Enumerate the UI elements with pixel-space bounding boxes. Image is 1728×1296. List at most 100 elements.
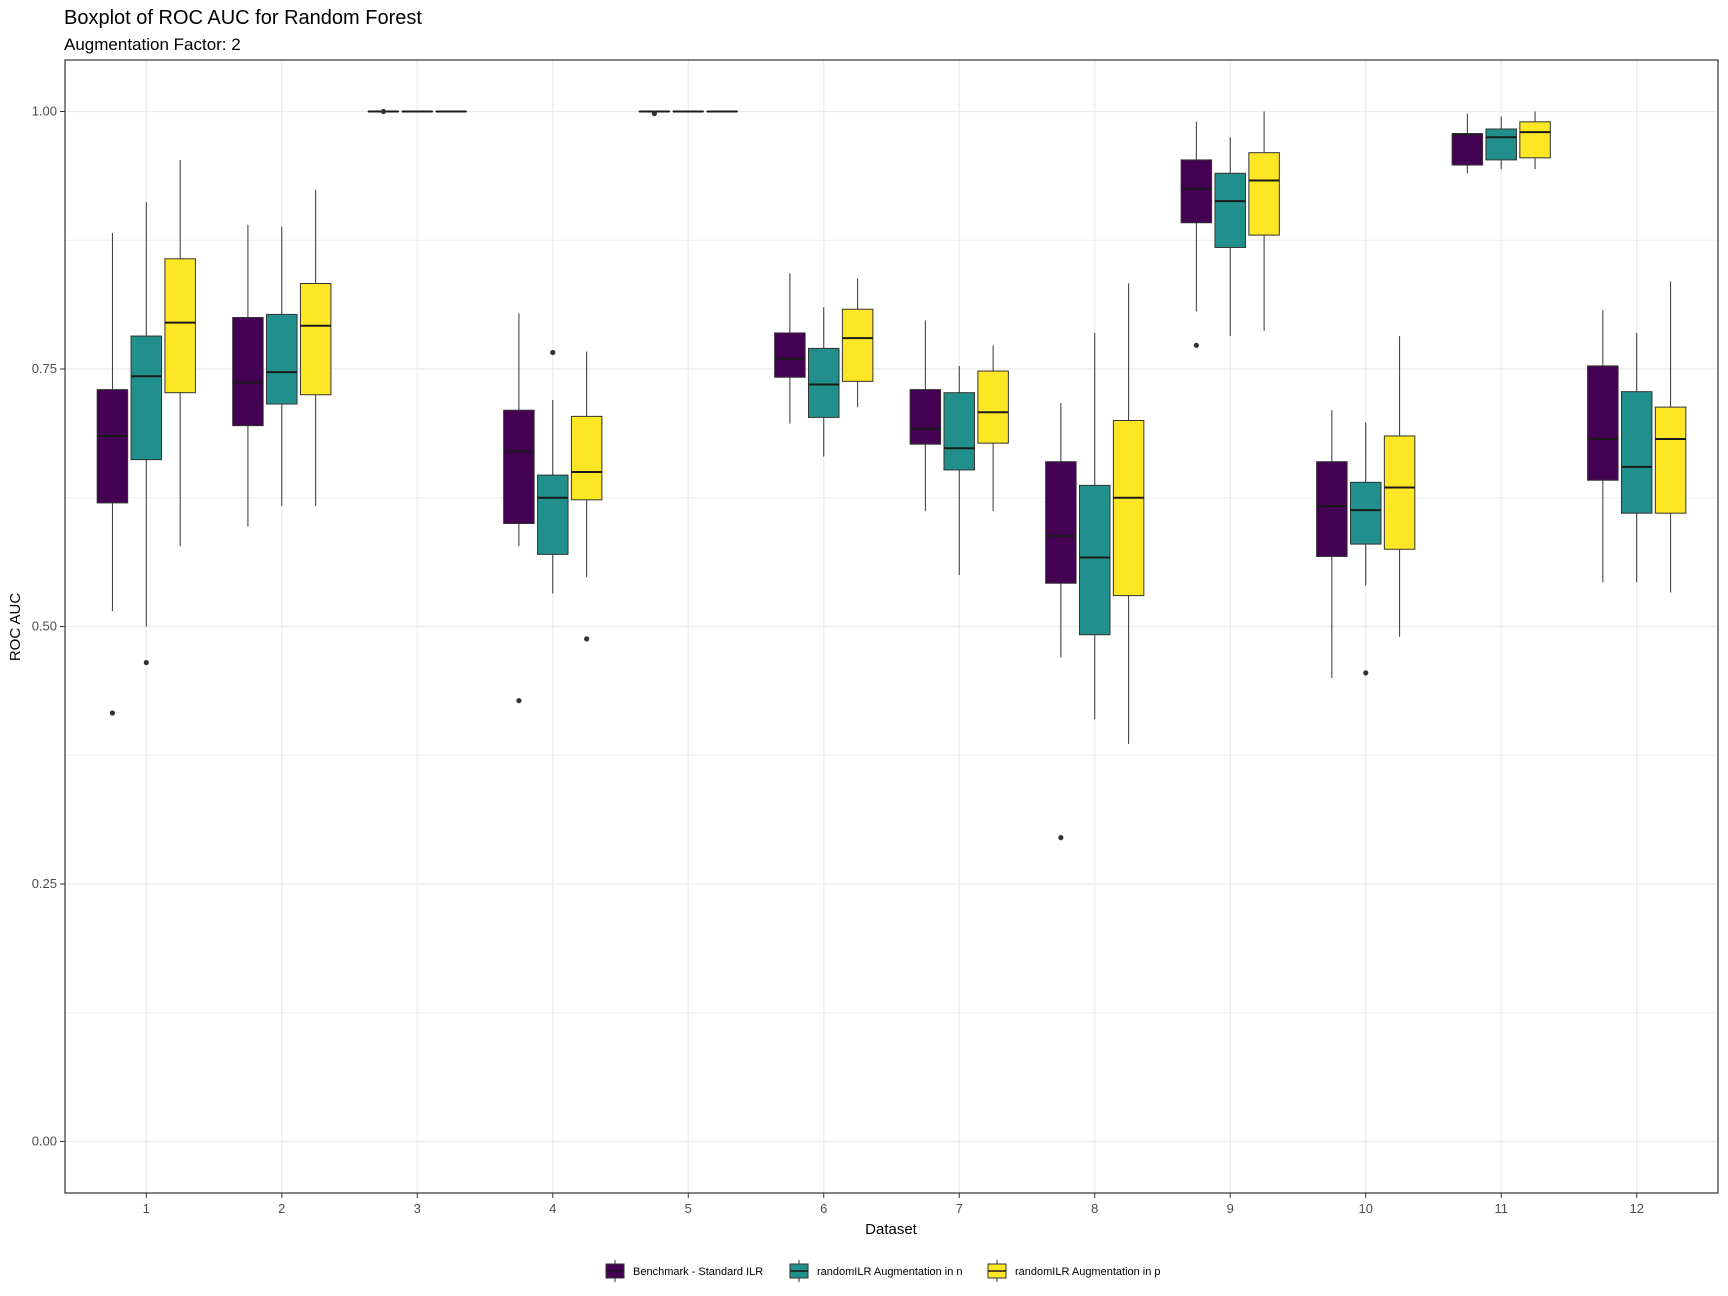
outlier-point — [550, 349, 556, 356]
boxplot-box — [96, 233, 129, 716]
box-iqr — [1620, 391, 1653, 514]
box-iqr — [1451, 133, 1484, 166]
boxplot-box — [1180, 121, 1213, 348]
boxplot-box — [1587, 310, 1619, 583]
outlier-point — [143, 659, 149, 666]
boxplot-box — [1383, 336, 1416, 637]
x-tick-label: 11 — [1494, 1201, 1508, 1216]
box-iqr — [232, 317, 264, 427]
legend-item: randomILR Augmentation in n — [789, 1260, 963, 1282]
boxplot-box — [774, 273, 806, 424]
x-tick-label: 5 — [685, 1201, 692, 1216]
boxplot-box — [367, 108, 400, 115]
box-iqr — [1078, 484, 1111, 636]
boxplot-box — [1654, 281, 1687, 593]
y-tick-label: 0.75 — [32, 361, 57, 376]
y-tick-label: 0.25 — [32, 876, 57, 891]
x-tick-label: 3 — [414, 1201, 421, 1216]
box-iqr — [299, 283, 332, 396]
boxplot-box — [943, 365, 975, 575]
box-iqr — [1180, 159, 1213, 224]
box-iqr — [1587, 365, 1619, 481]
boxplot-box — [503, 313, 535, 704]
x-tick-label: 2 — [278, 1201, 285, 1216]
box-iqr — [1519, 121, 1551, 159]
boxplot-box — [1316, 410, 1348, 678]
box-iqr — [977, 370, 1009, 444]
x-tick-label: 7 — [956, 1201, 963, 1216]
box-iqr — [570, 415, 603, 501]
chart-subtitle: Augmentation Factor: 2 — [64, 35, 241, 54]
x-tick-label: 8 — [1091, 1201, 1098, 1216]
boxplot-box — [1620, 332, 1653, 583]
boxplot-box — [909, 320, 942, 512]
outlier-point — [516, 698, 522, 704]
box-iqr — [1316, 461, 1348, 557]
boxplot-box — [164, 159, 196, 547]
box-iqr — [774, 332, 806, 378]
x-tick-label: 9 — [1227, 1201, 1234, 1216]
boxplot-box — [638, 110, 671, 117]
boxplot-box — [1112, 283, 1145, 744]
boxplot-box — [808, 307, 840, 457]
boxplot-box — [1214, 137, 1246, 337]
box-iqr — [1248, 152, 1280, 236]
plot-area: 0.000.250.500.751.001 2 3 4 5 6 7 8 9 10 11 12 — [32, 59, 1719, 1216]
box-iqr — [1349, 481, 1382, 545]
outlier-point — [380, 108, 387, 115]
x-tick-label: 10 — [1358, 1201, 1372, 1216]
boxplot-box — [130, 202, 163, 666]
box-iqr — [808, 347, 840, 418]
box-iqr — [537, 474, 569, 555]
box-iqr — [1112, 420, 1145, 597]
boxplot-box — [232, 224, 264, 527]
x-tick-label: 12 — [1629, 1201, 1643, 1216]
boxplot-box — [1248, 111, 1280, 331]
boxplot-box — [537, 349, 569, 594]
outlier-point — [109, 710, 116, 716]
y-tick-label: 0.50 — [32, 619, 57, 634]
boxplot-box — [1349, 422, 1382, 676]
x-tick-label: 1 — [143, 1201, 150, 1216]
outlier-point — [651, 110, 657, 117]
y-tick-label: 1.00 — [32, 104, 57, 119]
boxplot-box — [841, 278, 874, 408]
boxplot-box — [1045, 402, 1077, 841]
legend-item: Benchmark - Standard ILR — [605, 1260, 763, 1282]
box-iqr — [503, 409, 535, 525]
outlier-point — [1193, 342, 1199, 348]
box-iqr — [1383, 435, 1416, 550]
box-iqr — [841, 308, 874, 382]
legend: Benchmark - Standard ILR randomILR Augmen… — [605, 1260, 1161, 1282]
x-tick-label: 6 — [820, 1201, 827, 1216]
box-iqr — [1654, 406, 1687, 514]
box-iqr — [130, 335, 163, 461]
box-iqr — [1214, 172, 1246, 248]
outlier-point — [1363, 670, 1369, 676]
y-axis-title: ROC AUC — [7, 593, 24, 662]
box-iqr — [1485, 128, 1517, 161]
boxplot-box — [299, 189, 332, 506]
boxplot-box — [977, 345, 1009, 512]
legend-item: randomILR Augmentation in p — [987, 1260, 1161, 1282]
legend-label: Benchmark - Standard ILR — [633, 1266, 763, 1278]
boxplot-box — [1519, 111, 1551, 170]
chart-title: Boxplot of ROC AUC for Random Forest — [64, 7, 422, 29]
x-axis-title: Dataset — [865, 1221, 918, 1238]
box-iqr — [943, 392, 975, 471]
box-iqr — [1045, 461, 1077, 584]
y-tick-label: 0.00 — [32, 1134, 57, 1149]
legend-label: randomILR Augmentation in n — [817, 1266, 963, 1278]
outlier-point — [1058, 835, 1064, 841]
boxplot-box — [1485, 116, 1517, 170]
outlier-point — [584, 636, 590, 642]
legend-label: randomILR Augmentation in p — [1015, 1266, 1161, 1278]
box-iqr — [96, 389, 129, 504]
boxplot-box — [266, 226, 298, 506]
box-iqr — [909, 389, 942, 445]
x-tick-label: 4 — [549, 1201, 556, 1216]
boxplot-box — [570, 351, 603, 642]
box-iqr — [164, 258, 196, 394]
box-iqr — [266, 313, 298, 405]
